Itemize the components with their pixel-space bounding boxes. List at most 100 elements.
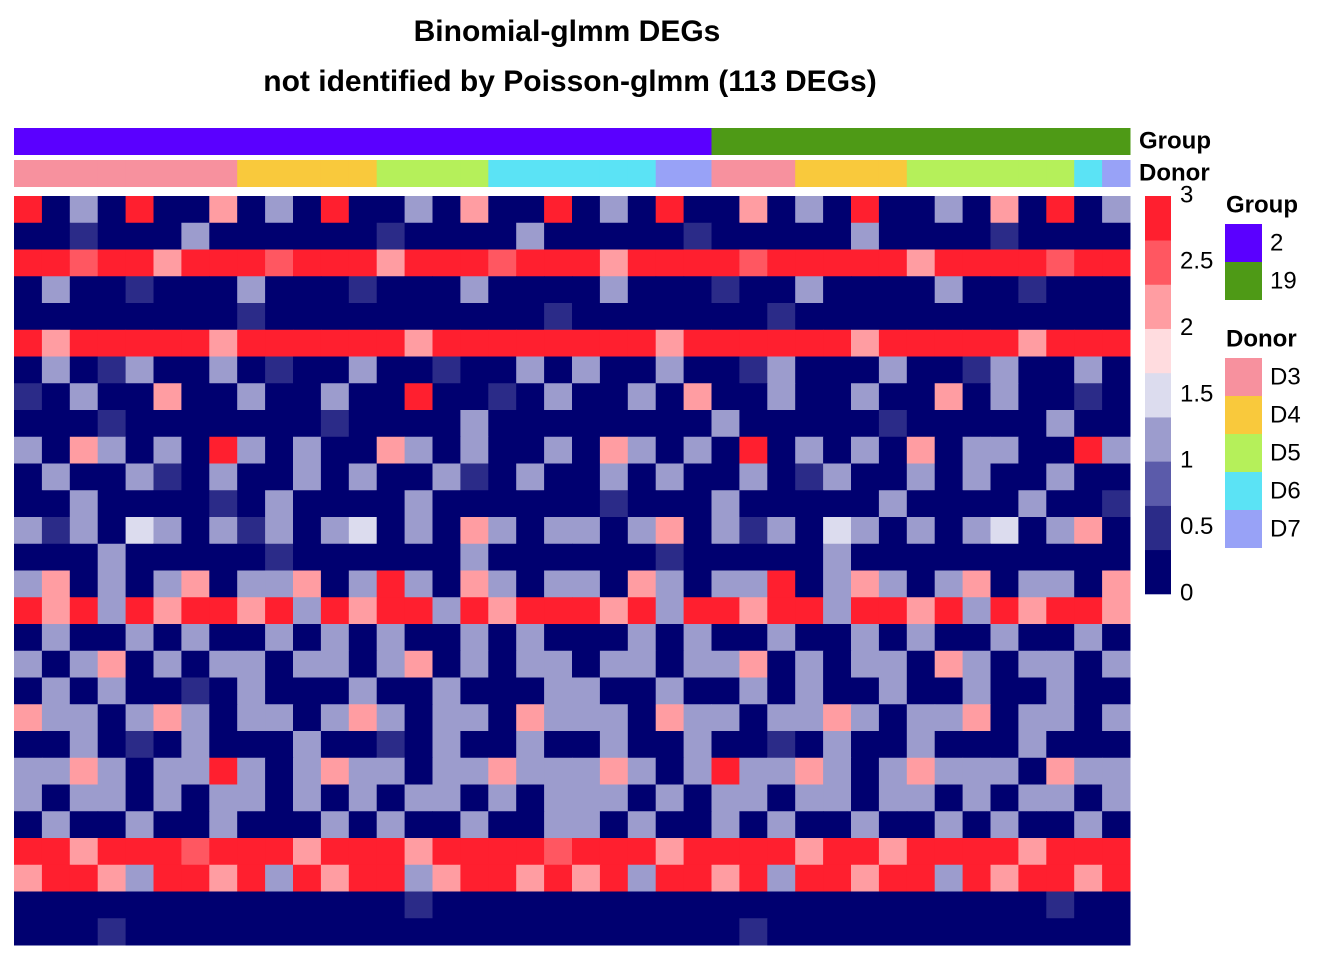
annotation-cell [209,128,238,155]
heatmap-cell [376,650,406,678]
heatmap-cell [767,891,796,919]
heatmap-cell [1074,891,1103,919]
heatmap-cell [990,677,1019,705]
heatmap-cell [348,463,378,491]
heatmap-cell [209,303,238,331]
heatmap-cell [739,410,768,438]
heatmap-cell [293,543,322,571]
heatmap-cell [404,249,433,277]
heatmap-cell [795,650,824,678]
heatmap-cell [544,249,573,277]
heatmap-cell [934,329,964,357]
heatmap-cell [125,677,154,705]
heatmap-cell [683,757,712,785]
heatmap-cell [69,517,99,545]
heatmap-cell [906,811,936,839]
heatmap-cell [404,864,433,892]
heatmap-cell [1102,784,1131,812]
heatmap-cell [1102,463,1131,491]
annotation-cell [767,128,796,155]
heatmap-cell [460,463,489,491]
heatmap-cell [878,624,908,652]
heatmap-cell [209,543,238,571]
heatmap-cell [320,918,350,946]
heatmap-cell [265,222,294,250]
heatmap-cell [655,543,685,571]
heatmap-cell [1018,383,1047,411]
heatmap-cell [14,811,43,839]
heatmap-cell [265,757,294,785]
annotation-cell [823,128,852,155]
heatmap-cell [544,410,573,438]
heatmap-cell [488,410,517,438]
heatmap-cell [404,918,433,946]
heatmap-cell [544,276,573,304]
heatmap-cell [488,303,517,331]
annotation-cell [683,128,712,155]
heatmap-cell [1074,597,1103,625]
heatmap-cell [1074,463,1103,491]
annotation-cell [488,160,517,187]
heatmap-cell [376,517,406,545]
annotation-cell [1102,128,1131,155]
colorbar-tick-label: 1 [1180,447,1193,474]
heatmap-cell [41,249,71,277]
heatmap-cell [823,222,852,250]
heatmap-cell [599,383,629,411]
heatmap-cell [1046,463,1075,491]
heatmap-cell [906,650,936,678]
heatmap-cell [962,650,991,678]
heatmap-cell [181,597,210,625]
heatmap-cell [320,383,350,411]
heatmap-cell [1018,276,1047,304]
heatmap-cell [878,677,908,705]
heatmap-cell [823,356,852,384]
heatmap-cell [237,222,266,250]
heatmap-cell [432,543,461,571]
heatmap-cell [320,329,350,357]
heatmap-cell [41,704,71,732]
heatmap-cell [962,436,991,464]
heatmap-cell [1074,677,1103,705]
heatmap-cell [878,276,908,304]
heatmap-cell [41,757,71,785]
heatmap-cell [934,463,964,491]
annotation-cell [348,128,378,155]
heatmap-cell [432,784,461,812]
heatmap-cell [1074,650,1103,678]
heatmap-cell [237,864,266,892]
heatmap-cell [739,811,768,839]
heatmap-cell [851,222,880,250]
heatmap-cell [739,517,768,545]
heatmap-cell [293,196,322,224]
heatmap-cell [97,757,127,785]
heatmap-cell [906,276,936,304]
annotation-cell [376,160,406,187]
heatmap-cell [125,784,154,812]
heatmap-cell [683,864,712,892]
heatmap-cell [906,329,936,357]
heatmap-cell [265,543,294,571]
annotation-cell [906,128,936,155]
heatmap-cell [237,383,266,411]
heatmap-cell [348,650,378,678]
heatmap-cell [293,918,322,946]
heatmap-cell [293,864,322,892]
heatmap-cell [851,731,880,759]
heatmap-cell [655,356,685,384]
heatmap-cell [69,490,99,518]
heatmap-cell [460,490,489,518]
heatmap-cell [348,303,378,331]
heatmap-cell [376,677,406,705]
heatmap-cell [767,383,796,411]
heatmap-cell [1046,249,1075,277]
heatmap-cell [906,677,936,705]
heatmap-cell [1102,811,1131,839]
heatmap-cell [432,918,461,946]
heatmap-cell [97,677,127,705]
heatmap-cell [878,704,908,732]
heatmap-cell [14,570,43,598]
heatmap-cell [516,276,545,304]
heatmap-cell [1018,597,1047,625]
